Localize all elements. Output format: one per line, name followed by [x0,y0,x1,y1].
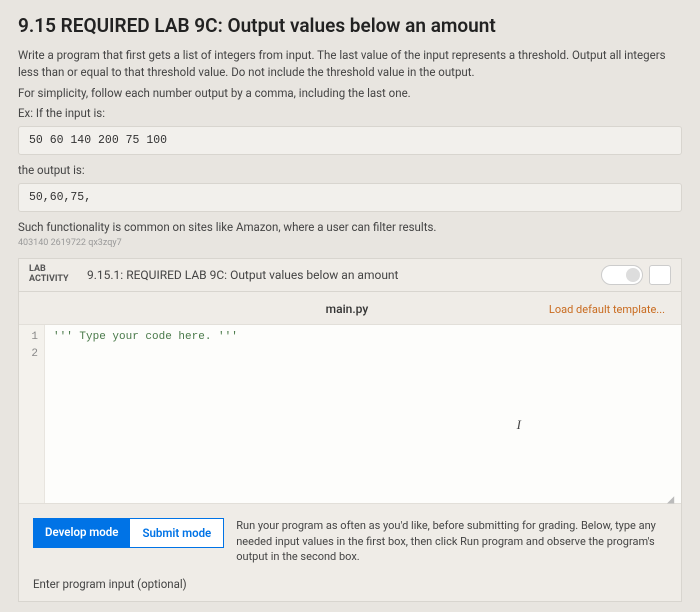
code-editor[interactable]: 1 2 ''' Type your code here. ''' I ◢ [19,324,681,504]
functionality-note: Such functionality is common on sites li… [18,220,682,234]
mode-row: Develop mode Submit mode Run your progra… [19,504,681,572]
example-output-box: 50,60,75, [18,183,682,212]
code-line-1: ''' Type your code here. ''' [53,329,673,346]
editor-toolbar: main.py Load default template... [19,292,681,324]
resize-handle-icon[interactable]: ◢ [667,491,677,501]
line-number-1: 1 [19,329,38,346]
watermark-id: 403140 2619722 qx3zqy7 [18,238,682,248]
load-template-link[interactable]: Load default template... [549,303,665,316]
activity-badge-line2: ACTIVITY [29,275,81,285]
code-body[interactable]: ''' Type your code here. ''' I ◢ [45,325,681,503]
submit-mode-tab[interactable]: Submit mode [130,518,224,548]
activity-header: LAB ACTIVITY 9.15.1: REQUIRED LAB 9C: Ou… [19,259,681,292]
mode-tabs: Develop mode Submit mode [33,518,224,548]
line-number-2: 2 [19,346,38,363]
progress-toggle[interactable] [601,265,643,285]
filename-label: main.py [145,302,549,316]
activity-badge: LAB ACTIVITY [29,265,81,285]
page-title: 9.15 REQUIRED LAB 9C: Output values belo… [18,14,682,37]
example-input-label: Ex: If the input is: [18,106,682,120]
program-input-label: Enter program input (optional) [19,573,681,601]
mode-description: Run your program as often as you'd like,… [236,518,667,564]
line-gutter: 1 2 [19,325,45,503]
description-simplicity: For simplicity, follow each number outpu… [18,86,682,100]
text-cursor-icon: I [517,415,521,435]
activity-title: 9.15.1: REQUIRED LAB 9C: Output values b… [81,268,601,282]
example-output-label: the output is: [18,163,682,177]
expand-button[interactable] [649,265,671,285]
example-input-box: 50 60 140 200 75 100 [18,126,682,155]
develop-mode-tab[interactable]: Develop mode [33,518,130,548]
description-main: Write a program that first gets a list o… [18,47,682,80]
page-root: 9.15 REQUIRED LAB 9C: Output values belo… [0,0,700,612]
lab-activity-panel: LAB ACTIVITY 9.15.1: REQUIRED LAB 9C: Ou… [18,258,682,601]
